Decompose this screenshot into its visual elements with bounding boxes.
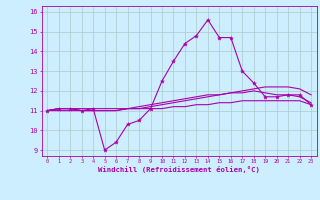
X-axis label: Windchill (Refroidissement éolien,°C): Windchill (Refroidissement éolien,°C): [98, 166, 260, 173]
